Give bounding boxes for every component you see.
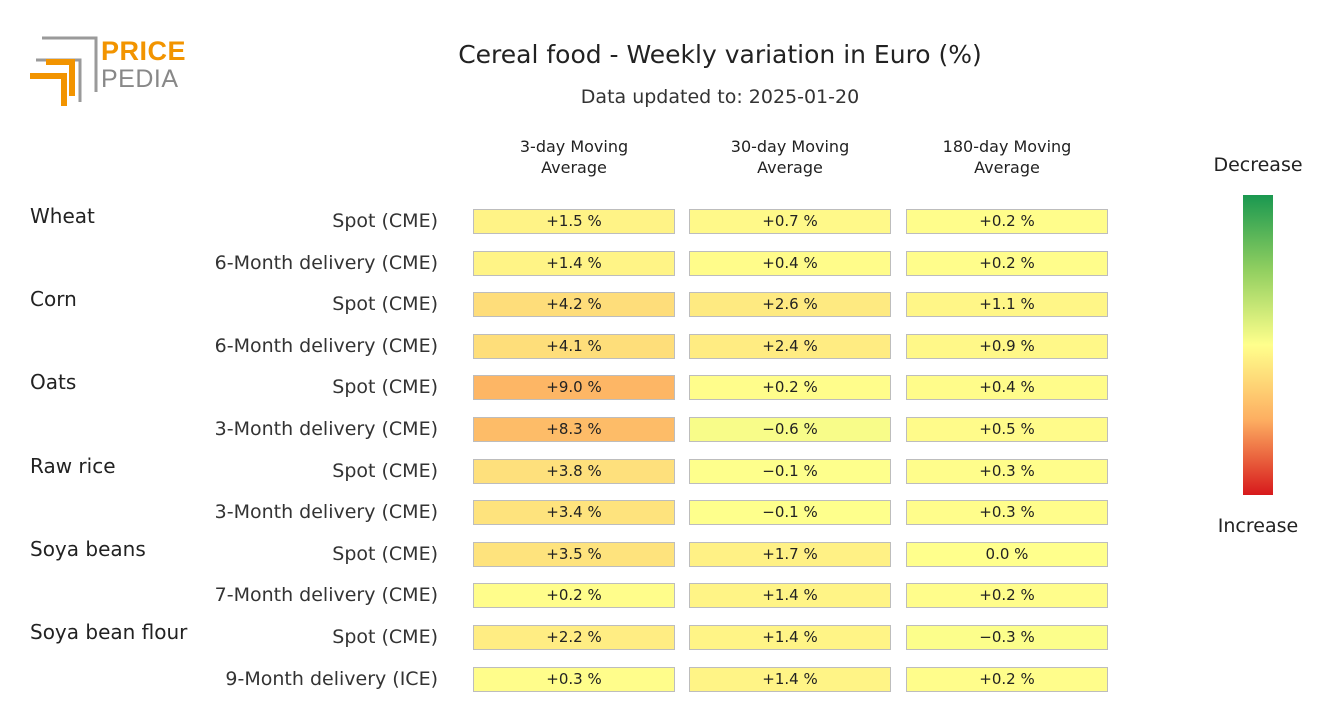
pricepedia-logo: PRICE PEDIA xyxy=(28,36,188,112)
group-label: Corn xyxy=(30,287,77,312)
row-label: Spot (CME) xyxy=(332,459,438,482)
value-cell: +0.9 % xyxy=(906,333,1108,359)
row-label: Spot (CME) xyxy=(332,210,438,232)
value-cell: +0.5 % xyxy=(906,417,1108,442)
logo-text-pedia: PEDIA xyxy=(101,65,179,93)
value-cell: +1.1 % xyxy=(906,292,1108,318)
value-cell: −0.6 % xyxy=(689,417,891,442)
value-cell: +9.0 % xyxy=(473,375,675,401)
value-cell: −0.1 % xyxy=(689,458,891,484)
row-label: 3-Month delivery (CME) xyxy=(214,501,438,524)
value-cell: +0.2 % xyxy=(906,583,1108,609)
value-cell: +8.3 % xyxy=(473,417,675,442)
value-cell: −0.3 % xyxy=(906,625,1108,650)
value-cell: +0.4 % xyxy=(689,250,891,276)
value-cell: +0.2 % xyxy=(689,375,891,401)
value-cell: +2.2 % xyxy=(473,625,675,650)
value-cell: +1.4 % xyxy=(689,583,891,609)
value-cell: +3.5 % xyxy=(473,541,675,567)
value-cell: +4.2 % xyxy=(473,292,675,318)
color-scale-bar xyxy=(1243,195,1273,495)
row-label: Spot (CME) xyxy=(332,626,438,648)
value-cell: +1.7 % xyxy=(689,541,891,567)
value-cell: +3.8 % xyxy=(473,458,675,484)
row-label: 7-Month delivery (CME) xyxy=(214,584,438,607)
row-label: 3-Month delivery (CME) xyxy=(214,418,438,440)
value-cell: +1.4 % xyxy=(689,666,891,692)
group-label: Soya beans xyxy=(30,536,146,561)
value-cell: +0.3 % xyxy=(906,500,1108,526)
column-header: 180-day Moving Average xyxy=(942,137,1072,177)
column-header: 30-day Moving Average xyxy=(730,137,850,177)
value-cell: −0.1 % xyxy=(689,500,891,526)
row-label: Spot (CME) xyxy=(332,376,438,399)
legend-decrease-label: Decrease xyxy=(1213,154,1303,176)
value-cell: +0.3 % xyxy=(906,458,1108,484)
logo-text-price: PRICE xyxy=(101,36,187,66)
value-cell: +0.2 % xyxy=(906,209,1108,234)
value-cell: +4.1 % xyxy=(473,333,675,359)
value-cell: +3.4 % xyxy=(473,500,675,526)
value-cell: +0.2 % xyxy=(906,666,1108,692)
group-label: Raw rice xyxy=(30,453,116,478)
value-cell: +0.3 % xyxy=(473,666,675,692)
group-label: Soya bean flour xyxy=(30,620,188,644)
value-cell: +2.6 % xyxy=(689,292,891,318)
chart-title: Cereal food - Weekly variation in Euro (… xyxy=(458,40,982,69)
value-cell: +0.7 % xyxy=(689,209,891,234)
value-cell: +2.4 % xyxy=(689,333,891,359)
value-cell: +0.4 % xyxy=(906,375,1108,401)
column-header: 3-day Moving Average xyxy=(519,137,629,177)
value-cell: +0.2 % xyxy=(906,250,1108,276)
value-cell: +1.5 % xyxy=(473,209,675,234)
chart-subtitle: Data updated to: 2025-01-20 xyxy=(580,86,860,108)
value-cell: +1.4 % xyxy=(473,250,675,276)
row-label: Spot (CME) xyxy=(332,293,438,316)
row-label: 6-Month delivery (CME) xyxy=(214,251,438,274)
group-label: Wheat xyxy=(30,204,95,228)
value-cell: 0.0 % xyxy=(906,541,1108,567)
pricepedia-logo-mark xyxy=(30,36,98,106)
row-label: 6-Month delivery (CME) xyxy=(214,334,438,357)
group-label: Oats xyxy=(30,370,77,395)
legend-increase-label: Increase xyxy=(1217,515,1299,537)
value-cell: +0.2 % xyxy=(473,583,675,609)
row-label: 9-Month delivery (ICE) xyxy=(225,667,438,690)
value-cell: +1.4 % xyxy=(689,625,891,650)
row-label: Spot (CME) xyxy=(332,542,438,565)
